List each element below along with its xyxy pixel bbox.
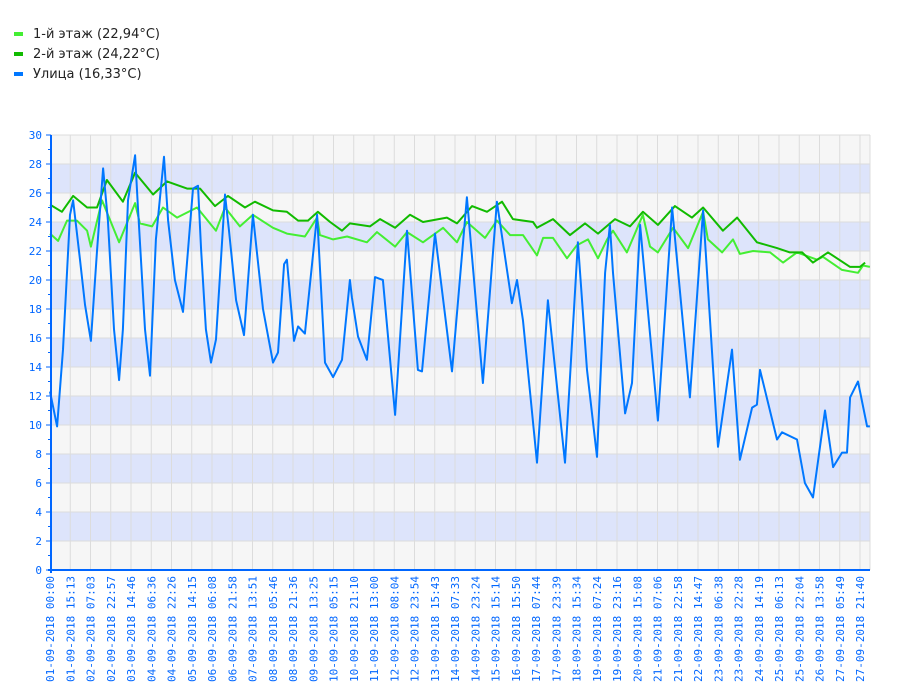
x-tick-label: 01-09-2018 00:00 <box>44 576 57 682</box>
grid-band <box>51 425 870 454</box>
grid-band <box>51 280 870 309</box>
x-tick-label: 04-09-2018 22:26 <box>166 576 179 682</box>
x-tick-label: 10-09-2018 21:10 <box>348 576 361 682</box>
x-tick-label: 16-09-2018 15:50 <box>510 576 523 682</box>
grid-band <box>51 338 870 367</box>
x-tick-label: 26-09-2018 13:58 <box>814 576 827 682</box>
y-tick-label: 4 <box>35 506 42 519</box>
x-tick-label: 23-09-2018 06:38 <box>712 576 725 682</box>
x-tick-label: 10-09-2018 05:15 <box>328 576 341 682</box>
y-tick-label: 10 <box>29 419 42 432</box>
legend-label: 2-й этаж (24,22°C) <box>33 46 160 62</box>
x-tick-label: 17-09-2018 07:44 <box>530 576 543 682</box>
x-tick-label: 27-09-2018 21:40 <box>854 576 867 682</box>
legend-item-floor2[interactable]: 2-й этаж (24,22°C) <box>14 44 160 64</box>
grid-band <box>51 512 870 541</box>
x-tick-label: 21-09-2018 07:06 <box>652 576 665 682</box>
x-tick-label: 01-09-2018 15:13 <box>64 576 77 682</box>
grid-band <box>51 309 870 338</box>
x-tick-label: 14-09-2018 07:33 <box>449 576 462 682</box>
x-tick-label: 19-09-2018 23:16 <box>611 576 624 682</box>
grid-band <box>51 483 870 512</box>
x-tick-label: 11-09-2018 13:00 <box>368 576 381 682</box>
x-tick-label: 24-09-2018 14:19 <box>753 576 766 682</box>
x-tick-label: 12-09-2018 08:04 <box>388 576 401 682</box>
y-tick-label: 30 <box>29 129 42 142</box>
x-tick-label: 05-09-2018 14:15 <box>186 576 199 682</box>
y-tick-label: 24 <box>29 216 43 229</box>
y-tick-label: 18 <box>29 303 42 316</box>
x-tick-label: 18-09-2018 15:34 <box>571 576 584 682</box>
y-tick-label: 16 <box>29 332 42 345</box>
x-tick-label: 20-09-2018 15:08 <box>631 576 644 682</box>
y-tick-label: 22 <box>29 245 42 258</box>
legend: 1-й этаж (22,94°C) 2-й этаж (24,22°C) Ул… <box>14 24 160 84</box>
y-tick-label: 20 <box>29 274 42 287</box>
legend-label: 1-й этаж (22,94°C) <box>33 26 160 42</box>
x-tick-label: 08-09-2018 21:36 <box>287 576 300 682</box>
legend-swatch <box>14 72 23 76</box>
grid-band <box>51 396 870 425</box>
y-tick-label: 26 <box>29 187 42 200</box>
x-tick-label: 06-09-2018 21:58 <box>226 576 239 682</box>
y-tick-label: 14 <box>29 361 43 374</box>
x-tick-label: 25-09-2018 06:13 <box>773 576 786 682</box>
grid-band <box>51 367 870 396</box>
series-line-Улица <box>49 154 870 499</box>
x-tick-label: 03-09-2018 14:46 <box>125 576 138 682</box>
y-tick-label: 0 <box>35 564 42 577</box>
x-tick-label: 17-09-2018 23:39 <box>550 576 563 682</box>
legend-label: Улица (16,33°C) <box>33 66 142 82</box>
legend-swatch <box>14 32 23 36</box>
y-tick-label: 28 <box>29 158 42 171</box>
x-tick-label: 19-09-2018 07:24 <box>591 576 604 682</box>
x-tick-label: 04-09-2018 06:36 <box>145 576 158 682</box>
grid-band <box>51 454 870 483</box>
x-tick-label: 09-09-2018 13:25 <box>307 576 320 682</box>
grid-band <box>51 193 870 222</box>
series-line-2-й этаж <box>49 171 866 268</box>
grid-band <box>51 541 870 570</box>
legend-item-floor1[interactable]: 1-й этаж (22,94°C) <box>14 24 160 44</box>
x-tick-label: 02-09-2018 07:03 <box>85 576 98 682</box>
legend-swatch <box>14 52 23 56</box>
x-tick-label: 27-09-2018 05:49 <box>834 576 847 682</box>
x-tick-label: 12-09-2018 23:54 <box>409 576 422 682</box>
x-tick-label: 08-09-2018 05:46 <box>267 576 280 682</box>
x-tick-label: 25-09-2018 22:04 <box>793 576 806 682</box>
x-tick-label: 13-09-2018 15:43 <box>429 576 442 682</box>
grid-band <box>51 135 870 164</box>
series-line-1-й этаж <box>49 199 871 274</box>
x-tick-label: 23-09-2018 22:28 <box>733 576 746 682</box>
grid-band <box>51 164 870 193</box>
x-tick-label: 02-09-2018 22:57 <box>105 576 118 682</box>
x-tick-label: 14-09-2018 23:24 <box>469 576 482 682</box>
x-tick-label: 22-09-2018 14:47 <box>692 576 705 682</box>
y-tick-label: 6 <box>35 477 42 490</box>
legend-item-street[interactable]: Улица (16,33°C) <box>14 64 160 84</box>
x-tick-label: 06-09-2018 06:08 <box>206 576 219 682</box>
x-tick-label: 15-09-2018 15:14 <box>490 576 503 682</box>
x-tick-label: 21-09-2018 22:58 <box>672 576 685 682</box>
y-tick-label: 8 <box>35 448 42 461</box>
y-tick-label: 2 <box>35 535 42 548</box>
x-tick-label: 07-09-2018 13:51 <box>247 576 260 682</box>
y-tick-label: 12 <box>29 390 42 403</box>
